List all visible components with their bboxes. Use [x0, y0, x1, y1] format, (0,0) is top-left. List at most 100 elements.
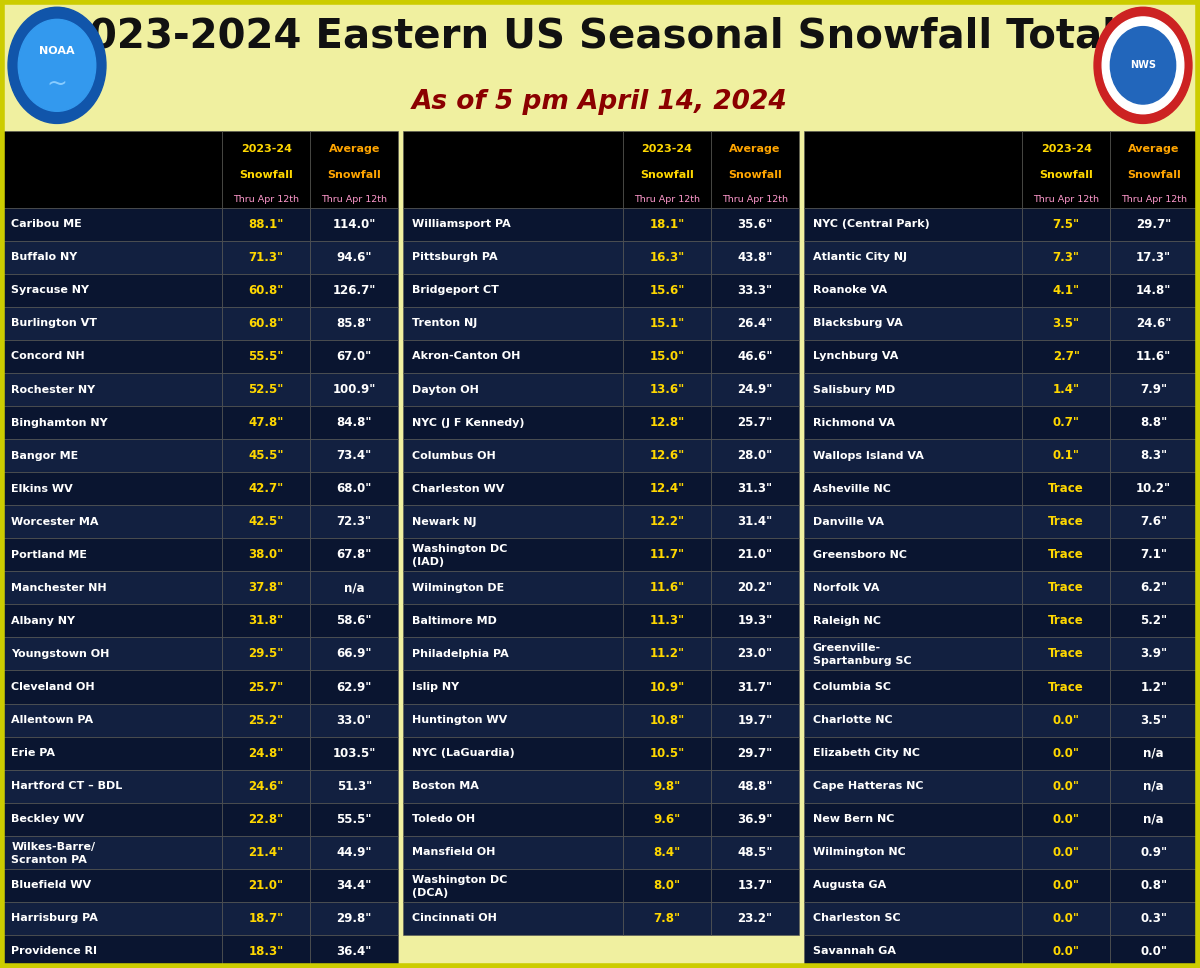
Text: 36.9": 36.9": [737, 813, 773, 826]
Text: 3.9": 3.9": [1140, 648, 1168, 660]
FancyBboxPatch shape: [310, 340, 398, 373]
Text: 13.7": 13.7": [738, 879, 773, 892]
FancyBboxPatch shape: [1110, 439, 1198, 472]
FancyBboxPatch shape: [710, 737, 799, 770]
Text: Rochester NY: Rochester NY: [11, 384, 95, 395]
Text: Wilkes-Barre/: Wilkes-Barre/: [11, 842, 95, 852]
Text: Harrisburg PA: Harrisburg PA: [11, 914, 98, 923]
Text: 38.0": 38.0": [248, 548, 283, 561]
Text: n/a: n/a: [1144, 779, 1164, 793]
FancyBboxPatch shape: [710, 869, 799, 902]
FancyBboxPatch shape: [403, 835, 623, 869]
FancyBboxPatch shape: [403, 770, 623, 802]
Text: 6.2": 6.2": [1140, 582, 1168, 594]
Text: Columbus OH: Columbus OH: [412, 451, 496, 461]
Text: Trace: Trace: [1049, 681, 1084, 693]
Text: Thru Apr 12th: Thru Apr 12th: [1121, 195, 1187, 204]
FancyBboxPatch shape: [623, 208, 710, 241]
FancyBboxPatch shape: [710, 208, 799, 241]
FancyBboxPatch shape: [403, 439, 623, 472]
Text: Trace: Trace: [1049, 615, 1084, 627]
FancyBboxPatch shape: [710, 307, 799, 340]
Text: Asheville NC: Asheville NC: [812, 484, 890, 494]
Text: 0.0": 0.0": [1052, 779, 1080, 793]
FancyBboxPatch shape: [222, 505, 310, 538]
FancyBboxPatch shape: [1022, 604, 1110, 638]
Text: Thru Apr 12th: Thru Apr 12th: [233, 195, 299, 204]
Text: 55.5": 55.5": [248, 350, 284, 363]
Text: Snowfall: Snowfall: [239, 170, 293, 180]
Text: 0.0": 0.0": [1052, 846, 1080, 859]
Text: Cincinnati OH: Cincinnati OH: [412, 914, 497, 923]
FancyBboxPatch shape: [1022, 274, 1110, 307]
Text: 7.8": 7.8": [653, 912, 680, 924]
Text: (IAD): (IAD): [412, 557, 444, 567]
Text: 31.3": 31.3": [738, 482, 773, 496]
Text: Youngstown OH: Youngstown OH: [11, 649, 109, 659]
FancyBboxPatch shape: [222, 671, 310, 704]
FancyBboxPatch shape: [1110, 869, 1198, 902]
FancyBboxPatch shape: [1022, 869, 1110, 902]
Text: 29.7": 29.7": [1136, 218, 1171, 230]
FancyBboxPatch shape: [222, 340, 310, 373]
FancyBboxPatch shape: [2, 340, 222, 373]
FancyBboxPatch shape: [403, 472, 623, 505]
Text: 1.4": 1.4": [1052, 383, 1080, 396]
FancyBboxPatch shape: [403, 241, 623, 274]
Text: 71.3": 71.3": [248, 251, 283, 264]
Text: 23.0": 23.0": [738, 648, 773, 660]
Text: 0.0": 0.0": [1052, 746, 1080, 760]
Text: 28.0": 28.0": [738, 449, 773, 462]
Text: 44.9": 44.9": [336, 846, 372, 859]
Text: Bluefield WV: Bluefield WV: [11, 880, 91, 891]
Text: 42.5": 42.5": [248, 515, 284, 529]
Text: 21.4": 21.4": [248, 846, 283, 859]
Text: Salisbury MD: Salisbury MD: [812, 384, 895, 395]
FancyBboxPatch shape: [1110, 505, 1198, 538]
FancyBboxPatch shape: [310, 604, 398, 638]
Text: 4.1": 4.1": [1052, 284, 1080, 297]
FancyBboxPatch shape: [1022, 835, 1110, 869]
Text: 67.0": 67.0": [337, 350, 372, 363]
Text: Islip NY: Islip NY: [412, 682, 460, 692]
FancyBboxPatch shape: [804, 638, 1022, 671]
FancyBboxPatch shape: [804, 373, 1022, 406]
FancyBboxPatch shape: [1022, 307, 1110, 340]
FancyBboxPatch shape: [310, 704, 398, 737]
Text: 5.2": 5.2": [1140, 615, 1168, 627]
FancyBboxPatch shape: [623, 835, 710, 869]
Text: Williamsport PA: Williamsport PA: [412, 219, 511, 229]
FancyBboxPatch shape: [710, 131, 799, 208]
Text: Trace: Trace: [1049, 515, 1084, 529]
Text: 31.8": 31.8": [248, 615, 283, 627]
Text: 55.5": 55.5": [336, 813, 372, 826]
Text: Portland ME: Portland ME: [11, 550, 88, 560]
Text: (DCA): (DCA): [412, 888, 449, 897]
Text: Thru Apr 12th: Thru Apr 12th: [634, 195, 700, 204]
FancyBboxPatch shape: [1022, 131, 1110, 208]
Text: 45.5": 45.5": [248, 449, 284, 462]
FancyBboxPatch shape: [804, 439, 1022, 472]
FancyBboxPatch shape: [2, 571, 222, 604]
FancyBboxPatch shape: [222, 770, 310, 802]
FancyBboxPatch shape: [310, 538, 398, 571]
FancyBboxPatch shape: [804, 802, 1022, 835]
Text: 52.5": 52.5": [248, 383, 284, 396]
Text: Thru Apr 12th: Thru Apr 12th: [722, 195, 788, 204]
FancyBboxPatch shape: [222, 472, 310, 505]
Circle shape: [1103, 17, 1184, 113]
FancyBboxPatch shape: [403, 571, 623, 604]
Text: Pittsburgh PA: Pittsburgh PA: [412, 253, 498, 262]
FancyBboxPatch shape: [1110, 538, 1198, 571]
FancyBboxPatch shape: [2, 770, 222, 802]
Text: Mansfield OH: Mansfield OH: [412, 847, 496, 858]
FancyBboxPatch shape: [710, 835, 799, 869]
FancyBboxPatch shape: [1022, 770, 1110, 802]
FancyBboxPatch shape: [1110, 406, 1198, 439]
Text: Snowfall: Snowfall: [728, 170, 782, 180]
FancyBboxPatch shape: [1022, 340, 1110, 373]
FancyBboxPatch shape: [403, 802, 623, 835]
Text: 43.8": 43.8": [737, 251, 773, 264]
FancyBboxPatch shape: [310, 737, 398, 770]
Text: Atlantic City NJ: Atlantic City NJ: [812, 253, 907, 262]
